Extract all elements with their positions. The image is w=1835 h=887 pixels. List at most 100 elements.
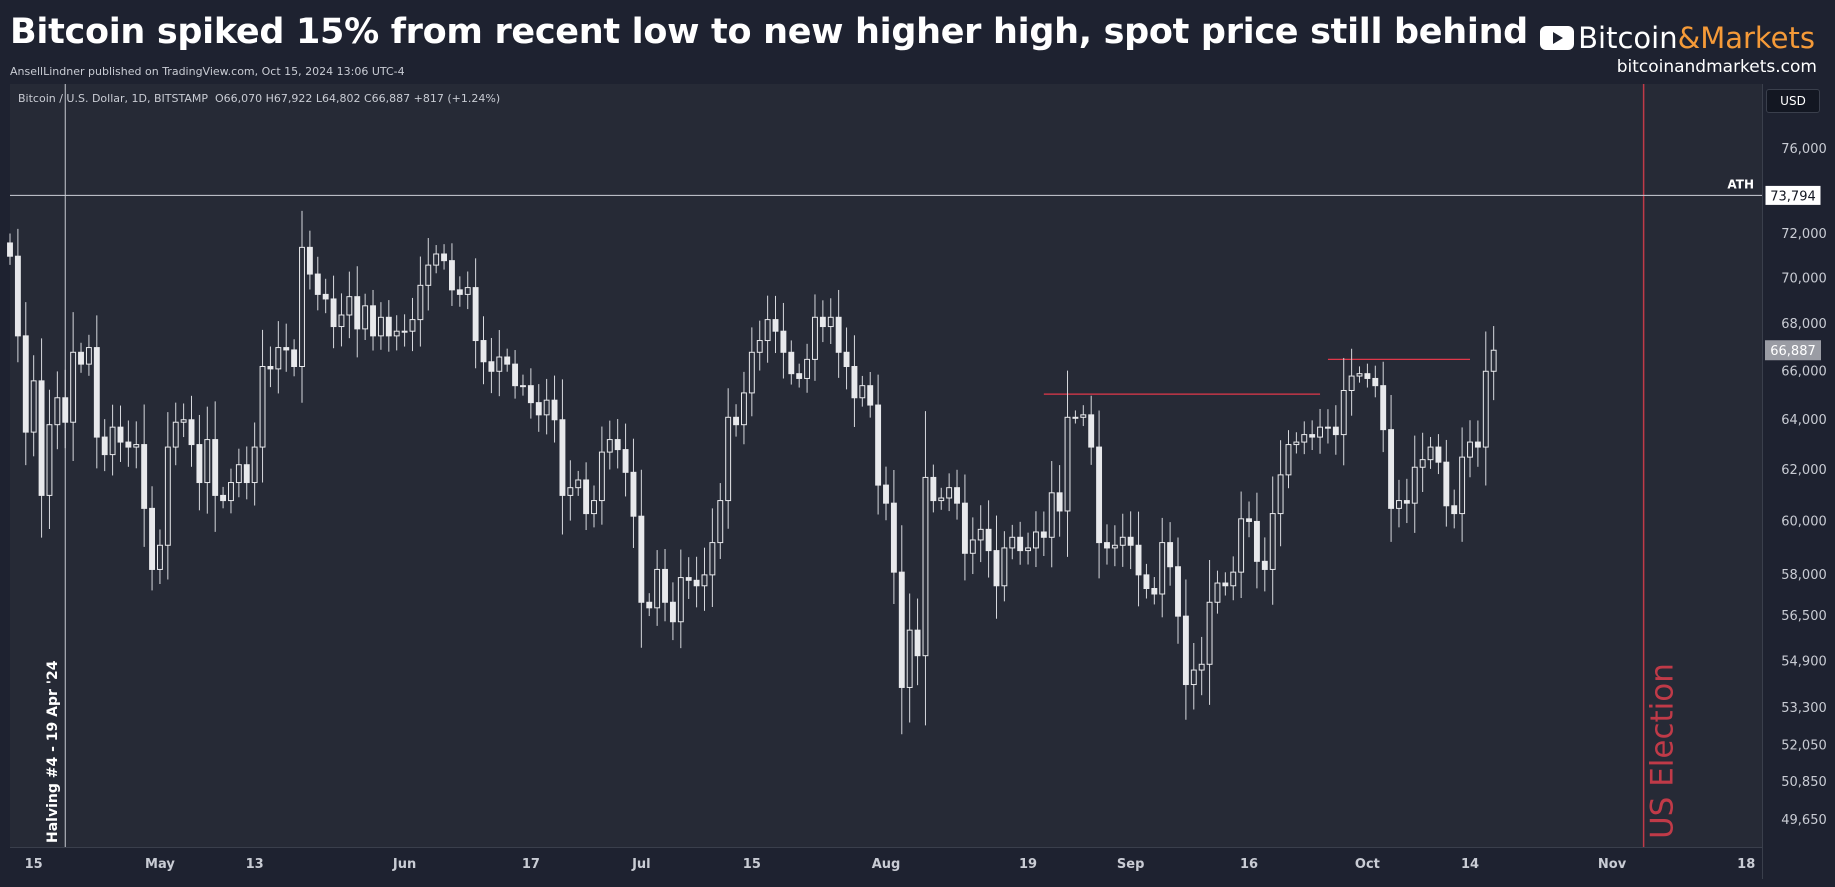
candle[interactable] — [772, 295, 779, 354]
candle[interactable] — [614, 419, 621, 469]
candle[interactable] — [1364, 363, 1371, 388]
candle[interactable] — [1104, 524, 1110, 565]
candle[interactable] — [930, 464, 937, 513]
candle[interactable] — [1340, 357, 1347, 466]
candle[interactable] — [125, 420, 132, 467]
candle[interactable] — [954, 469, 960, 520]
candle[interactable] — [812, 294, 818, 381]
candle[interactable] — [1293, 432, 1300, 454]
candle[interactable] — [835, 289, 842, 378]
candle[interactable] — [827, 298, 834, 344]
candle[interactable] — [969, 517, 976, 575]
candle[interactable] — [1324, 409, 1331, 444]
candle[interactable] — [1064, 370, 1071, 557]
candle[interactable] — [425, 238, 432, 311]
candle[interactable] — [1198, 636, 1205, 696]
candle[interactable] — [961, 474, 968, 581]
candle[interactable] — [606, 420, 613, 470]
candle[interactable] — [472, 258, 479, 369]
candle[interactable] — [1072, 410, 1079, 424]
candle[interactable] — [441, 244, 448, 270]
candle[interactable] — [1285, 430, 1292, 489]
candle[interactable] — [1490, 326, 1497, 401]
candle[interactable] — [433, 245, 440, 274]
candle[interactable] — [283, 323, 290, 372]
candle[interactable] — [898, 525, 905, 735]
candle[interactable] — [875, 374, 882, 515]
candle[interactable] — [543, 378, 550, 435]
candle[interactable] — [338, 293, 345, 347]
candle[interactable] — [740, 371, 747, 445]
candle[interactable] — [977, 505, 984, 563]
candle[interactable] — [804, 343, 811, 393]
candle[interactable] — [235, 448, 242, 498]
candle[interactable] — [1111, 525, 1118, 567]
candle[interactable] — [377, 302, 384, 350]
candle[interactable] — [504, 348, 511, 372]
candle[interactable] — [551, 375, 558, 443]
candle[interactable] — [362, 293, 369, 341]
candle[interactable] — [654, 550, 661, 626]
candle[interactable] — [251, 422, 258, 506]
candle[interactable] — [1332, 405, 1339, 455]
candle[interactable] — [306, 230, 313, 290]
candle[interactable] — [1246, 501, 1252, 538]
candle[interactable] — [7, 233, 13, 265]
candle[interactable] — [117, 405, 124, 462]
candle[interactable] — [788, 340, 795, 385]
candle[interactable] — [819, 300, 826, 343]
candle[interactable] — [1451, 489, 1458, 529]
candle[interactable] — [109, 404, 116, 476]
candle[interactable] — [1403, 478, 1410, 524]
candle[interactable] — [890, 470, 897, 604]
candle[interactable] — [228, 468, 234, 514]
candle[interactable] — [1356, 366, 1363, 383]
candle[interactable] — [101, 419, 108, 472]
candle[interactable] — [662, 548, 668, 622]
candle[interactable] — [275, 321, 282, 394]
chart-panel[interactable]: Halving #4 - 19 Apr '24 US Election ATH 76,… — [0, 84, 1835, 881]
candle[interactable] — [512, 350, 519, 399]
candle[interactable] — [701, 547, 708, 611]
candle[interactable] — [591, 485, 597, 528]
candle[interactable] — [693, 556, 700, 608]
candle[interactable] — [1467, 420, 1473, 478]
candle[interactable] — [733, 404, 740, 437]
candle[interactable] — [1206, 559, 1213, 705]
candle[interactable] — [1190, 643, 1197, 710]
candle[interactable] — [456, 276, 463, 307]
candle[interactable] — [1474, 420, 1481, 467]
candle[interactable] — [54, 371, 61, 450]
candle[interactable] — [180, 403, 187, 438]
candle[interactable] — [583, 462, 590, 531]
candle[interactable] — [141, 404, 148, 547]
candle[interactable] — [212, 401, 219, 532]
candle[interactable] — [748, 327, 755, 417]
candle[interactable] — [1080, 405, 1087, 427]
candle[interactable] — [1127, 511, 1134, 570]
brand-logo[interactable]: Bitcoin&Markets — [1540, 20, 1815, 56]
candle[interactable] — [1119, 513, 1126, 567]
candle[interactable] — [1348, 348, 1355, 416]
candle[interactable] — [70, 312, 77, 461]
candle[interactable] — [1159, 517, 1166, 618]
candle[interactable] — [520, 374, 526, 396]
candle[interactable] — [14, 228, 21, 363]
candle[interactable] — [914, 598, 921, 686]
candle[interactable] — [220, 486, 227, 509]
candle[interactable] — [488, 337, 495, 394]
candle[interactable] — [685, 557, 692, 599]
candle[interactable] — [598, 426, 605, 525]
candle[interactable] — [85, 334, 92, 376]
candle[interactable] — [259, 329, 266, 483]
candle[interactable] — [1175, 537, 1181, 644]
candle[interactable] — [291, 339, 298, 377]
candle[interactable] — [1088, 395, 1095, 465]
candle[interactable] — [78, 342, 84, 373]
candle[interactable] — [1309, 420, 1316, 451]
candle[interactable] — [133, 421, 140, 469]
candle[interactable] — [93, 315, 100, 469]
candle[interactable] — [1048, 461, 1055, 568]
currency-button[interactable]: USD — [1766, 89, 1820, 113]
candle[interactable] — [883, 466, 889, 521]
